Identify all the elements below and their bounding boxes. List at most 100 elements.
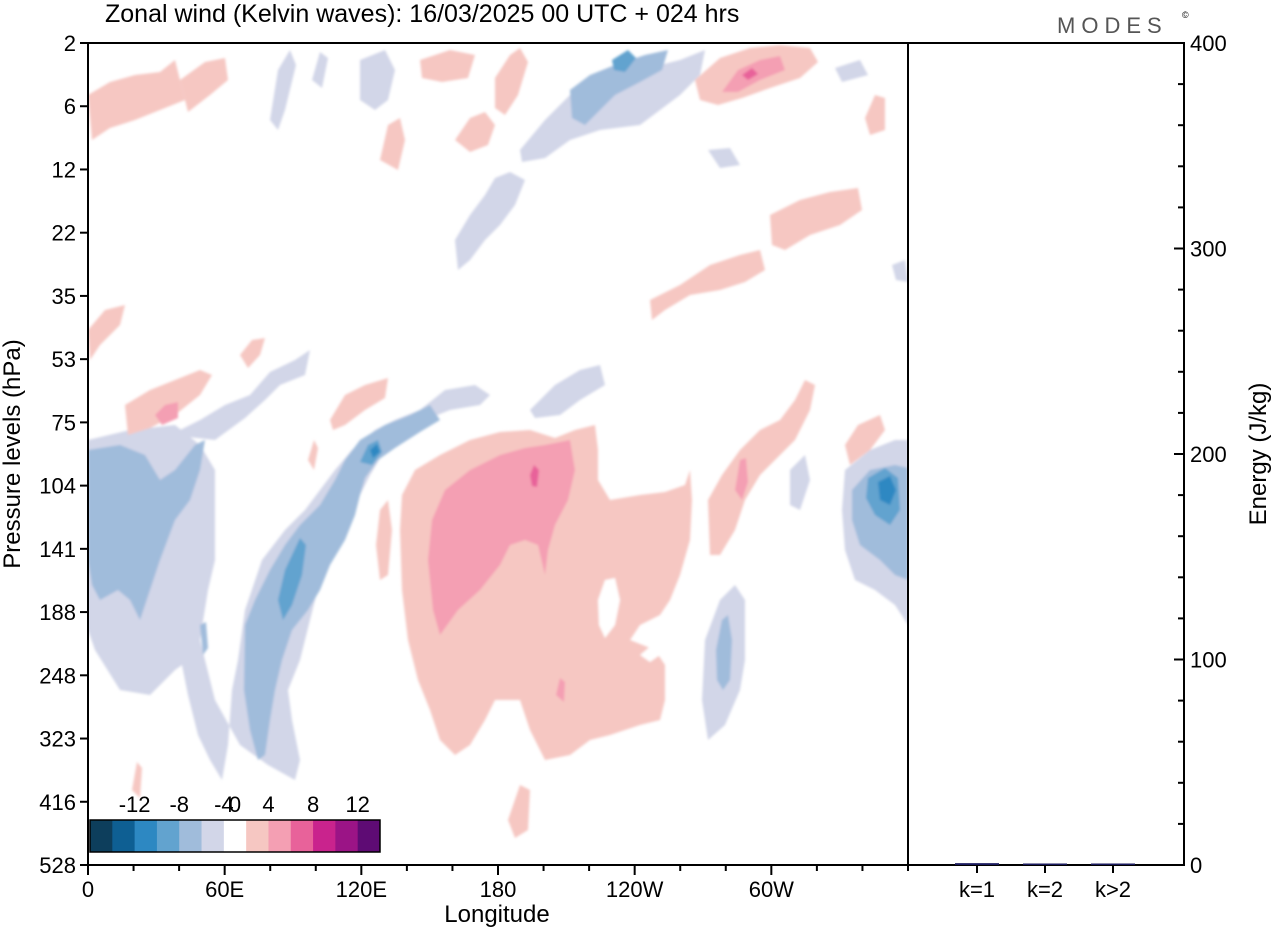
contour-pos-central-right — [708, 380, 815, 555]
colorbar-swatch — [357, 820, 381, 852]
y-tick-label: 12 — [52, 157, 76, 182]
contour-neg-upper-2 — [520, 50, 705, 162]
colorbar-swatch — [290, 820, 314, 852]
contour-pos-upper-2 — [180, 58, 228, 112]
energy-category-label: k=2 — [1027, 877, 1063, 902]
contour-neg-core-4 — [612, 50, 636, 72]
contour-neg-right-upper — [892, 260, 908, 282]
brand-logo: MODES — [1057, 13, 1168, 38]
contour-pos-mid-4 — [125, 370, 212, 435]
y-tick-label: 22 — [52, 221, 76, 246]
contour-neg-core-5 — [878, 476, 896, 505]
x-axis-title: Longitude — [444, 901, 549, 928]
colorbar-swatch — [246, 820, 269, 852]
energy-plot-frame — [907, 42, 1185, 866]
colorbar-label: 8 — [307, 792, 319, 817]
colorbar-swatch — [179, 820, 203, 852]
contour-pos-peak-1 — [530, 465, 539, 487]
colorbar-swatch — [313, 820, 336, 852]
contour-field — [88, 43, 908, 865]
contour-neg-lower-blue — [716, 615, 732, 690]
energy-tick-label: 100 — [1190, 648, 1227, 673]
contour-hole-1 — [598, 578, 620, 638]
energy-bar — [955, 863, 999, 865]
contour-neg-core-1 — [278, 538, 306, 620]
contour-neg-upper-blue — [570, 50, 668, 125]
contour-pos-mid-7 — [380, 118, 405, 170]
contour-neg-west-mid — [88, 440, 205, 620]
colorbar-swatch — [268, 820, 292, 852]
contour-pos-right-top — [865, 95, 885, 135]
contour-neg-upper-3 — [455, 172, 525, 270]
y-tick-label: 141 — [39, 537, 76, 562]
y-tick-label: 323 — [39, 727, 76, 752]
contour-neg-mid-1 — [530, 365, 605, 418]
colorbar-label: 12 — [345, 792, 369, 817]
colorbar-swatch — [156, 820, 180, 852]
x-tick-label: 180 — [480, 877, 517, 902]
y-axis-title: Pressure levels (hPa) — [0, 339, 26, 568]
y-tick-label: 2 — [64, 31, 76, 56]
energy-axis: 0 100 200 300 400 — [1174, 31, 1227, 878]
energy-bars: k=1 k=2 k>2 — [955, 863, 1135, 902]
energy-category-label: k=1 — [959, 877, 995, 902]
contour-neg-upper-4 — [708, 148, 740, 168]
contour-pos-peak-2 — [742, 68, 758, 80]
energy-tick-label: 400 — [1190, 31, 1227, 56]
energy-tick-label: 0 — [1190, 853, 1202, 878]
contour-pos-right-core — [735, 458, 748, 500]
contour-pos-lower-small — [508, 785, 530, 838]
y-tick-label: 248 — [39, 663, 76, 688]
contour-neg-slope — [170, 350, 310, 440]
energy-category-label: k>2 — [1095, 877, 1131, 902]
contour-pos-mid-2 — [88, 305, 125, 360]
contour-pos-right-small — [845, 415, 885, 465]
contour-hole-2 — [640, 645, 660, 662]
contour-pos-lower-core — [556, 678, 565, 702]
colorbar-swatch — [335, 820, 359, 852]
x-tick-label: 60W — [749, 877, 794, 902]
contour-neg-lower-right-2 — [790, 455, 810, 510]
colorbar-swatch — [201, 820, 225, 852]
colorbar-label: -8 — [169, 792, 189, 817]
colorbar-label: 4 — [262, 792, 274, 817]
energy-bar — [1091, 863, 1135, 865]
contour-neg-right-top — [835, 60, 868, 82]
contour-pos-upper-4 — [495, 48, 528, 115]
y-tick-label: 53 — [52, 347, 76, 372]
y-tick-label: 6 — [64, 94, 76, 119]
contour-neg-upper-1 — [360, 50, 395, 110]
y-tick-label: 188 — [39, 600, 76, 625]
contour-pos-mid-core — [155, 402, 178, 425]
colorbar-swatch — [112, 820, 136, 852]
contour-neg-small-blue — [200, 622, 208, 655]
contour-pos-mid-1 — [650, 250, 765, 320]
y-tick-label: 104 — [39, 474, 76, 499]
y-tick-label: 528 — [39, 853, 76, 878]
colorbar-frame — [89, 819, 381, 853]
contour-pos-small-8 — [308, 440, 318, 470]
contour-pos-mid-3 — [240, 338, 265, 368]
x-tick-label: 60E — [205, 877, 244, 902]
energy-bar — [1023, 863, 1067, 865]
contour-pos-west-upper — [88, 60, 185, 140]
contour-neg-streak-2 — [312, 52, 328, 88]
colorbar-swatch — [223, 820, 247, 852]
pressure-axis: 2 6 12 22 35 53 75 104 141 188 248 323 416 528 — [39, 31, 88, 878]
contour-pos-mid-6 — [376, 500, 392, 580]
colorbar-label: -12 — [119, 792, 151, 817]
contour-pos-lower-small-2 — [132, 762, 142, 798]
contour-neg-core-6 — [370, 444, 380, 458]
x-tick-label: 120E — [336, 877, 387, 902]
colorbar-legend: -12 -8 -40 4 8 12 — [89, 792, 381, 853]
contour-pos-central-core — [428, 440, 575, 635]
contour-pos-upper-5 — [455, 112, 495, 152]
contour-pos-upper-right-2 — [770, 188, 862, 250]
energy-axis-title: Energy (J/kg) — [1245, 383, 1272, 526]
colorbar-label: 0 — [229, 792, 241, 817]
y-tick-label: 416 — [39, 790, 76, 815]
y-tick-label: 35 — [52, 284, 76, 309]
energy-tick-label: 200 — [1190, 442, 1227, 467]
colorbar-label: -4 — [214, 792, 234, 817]
